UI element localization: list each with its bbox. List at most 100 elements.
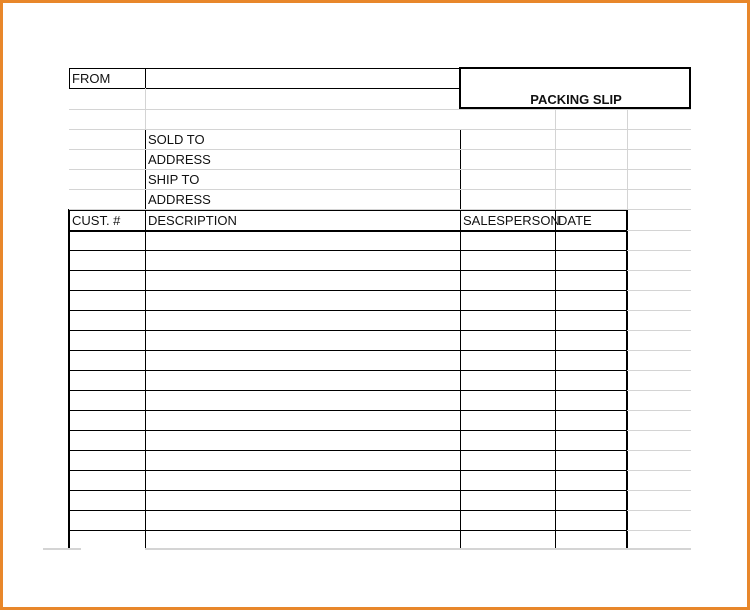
table-cell[interactable] xyxy=(463,411,557,430)
gridline xyxy=(627,330,691,331)
table-cell[interactable] xyxy=(148,251,462,270)
row-border xyxy=(69,330,627,331)
table-cell[interactable] xyxy=(148,351,462,370)
from-field-line-2[interactable] xyxy=(146,89,460,108)
table-cell[interactable] xyxy=(148,311,462,330)
table-row xyxy=(70,311,626,330)
gridline xyxy=(627,470,691,471)
border xyxy=(145,68,146,89)
table-cell[interactable] xyxy=(463,451,557,470)
table-cell[interactable] xyxy=(463,251,557,270)
table-cell[interactable] xyxy=(148,391,462,410)
table-cell[interactable] xyxy=(558,271,628,290)
table-cell[interactable] xyxy=(558,491,628,510)
table-cell[interactable] xyxy=(72,491,147,510)
column-header-cust: CUST. # xyxy=(72,213,121,228)
table-cell[interactable] xyxy=(148,331,462,350)
ship-to-label: SHIP TO xyxy=(148,172,200,187)
table-cell[interactable] xyxy=(72,251,147,270)
table-cell[interactable] xyxy=(558,351,628,370)
table-row xyxy=(70,411,626,430)
table-cell[interactable] xyxy=(463,291,557,310)
table-cell[interactable] xyxy=(72,311,147,330)
table-cell[interactable] xyxy=(148,271,462,290)
table-cell[interactable] xyxy=(558,431,628,450)
table-cell[interactable] xyxy=(148,511,462,530)
border xyxy=(689,67,691,109)
gridline xyxy=(145,88,146,129)
table-cell[interactable] xyxy=(558,311,628,330)
table-cell[interactable] xyxy=(558,251,628,270)
table-cell[interactable] xyxy=(148,411,462,430)
table-cell[interactable] xyxy=(148,451,462,470)
gridline xyxy=(555,109,556,209)
table-cell[interactable] xyxy=(463,491,557,510)
table-cell[interactable] xyxy=(72,371,147,390)
table-cell[interactable] xyxy=(463,431,557,450)
column-header-description: DESCRIPTION xyxy=(148,213,237,228)
table-row xyxy=(70,231,626,250)
table-row xyxy=(70,351,626,370)
table-cell[interactable] xyxy=(463,531,557,550)
table-cell[interactable] xyxy=(558,231,628,250)
row-border xyxy=(69,510,627,511)
ship-to-address-label: ADDRESS xyxy=(148,192,211,207)
packing-slip-title: PACKING SLIP xyxy=(530,92,622,107)
table-cell[interactable] xyxy=(558,411,628,430)
gridline xyxy=(43,548,81,550)
table-cell[interactable] xyxy=(558,291,628,310)
table-row xyxy=(70,511,626,530)
table-cell[interactable] xyxy=(463,311,557,330)
table-cell[interactable] xyxy=(148,231,462,250)
table-cell[interactable] xyxy=(72,511,147,530)
table-cell[interactable] xyxy=(72,531,147,550)
border xyxy=(68,209,70,549)
table-cell[interactable] xyxy=(558,371,628,390)
table-cell[interactable] xyxy=(148,471,462,490)
table-cell[interactable] xyxy=(558,471,628,490)
table-cell[interactable] xyxy=(72,331,147,350)
table-row xyxy=(70,371,626,390)
table-cell[interactable] xyxy=(148,531,462,550)
border xyxy=(459,67,691,69)
table-cell[interactable] xyxy=(72,271,147,290)
table-row xyxy=(70,431,626,450)
table-cell[interactable] xyxy=(463,371,557,390)
table-row xyxy=(70,331,626,350)
table-row xyxy=(70,451,626,470)
table-cell[interactable] xyxy=(463,331,557,350)
table-cell[interactable] xyxy=(463,511,557,530)
table-cell[interactable] xyxy=(558,391,628,410)
table-cell[interactable] xyxy=(558,331,628,350)
row-border xyxy=(69,430,627,431)
table-cell[interactable] xyxy=(463,471,557,490)
row-border xyxy=(69,350,627,351)
table-cell[interactable] xyxy=(72,451,147,470)
table-cell[interactable] xyxy=(148,291,462,310)
table-cell[interactable] xyxy=(72,291,147,310)
table-cell[interactable] xyxy=(148,491,462,510)
table-cell[interactable] xyxy=(72,351,147,370)
gridline xyxy=(69,109,691,110)
table-cell[interactable] xyxy=(463,351,557,370)
table-cell[interactable] xyxy=(558,511,628,530)
table-cell[interactable] xyxy=(148,431,462,450)
table-cell[interactable] xyxy=(72,411,147,430)
table-cell[interactable] xyxy=(463,231,557,250)
sold-to-address-label: ADDRESS xyxy=(148,152,211,167)
border xyxy=(68,230,628,232)
from-field[interactable] xyxy=(146,69,460,88)
table-cell[interactable] xyxy=(72,231,147,250)
border xyxy=(69,68,461,69)
table-cell[interactable] xyxy=(463,271,557,290)
gridline xyxy=(627,250,691,251)
table-row xyxy=(70,531,626,550)
table-cell[interactable] xyxy=(558,451,628,470)
table-cell[interactable] xyxy=(72,471,147,490)
table-cell[interactable] xyxy=(463,391,557,410)
table-cell[interactable] xyxy=(72,431,147,450)
table-cell[interactable] xyxy=(72,391,147,410)
row-border xyxy=(69,530,627,531)
table-cell[interactable] xyxy=(558,531,628,550)
table-cell[interactable] xyxy=(148,371,462,390)
